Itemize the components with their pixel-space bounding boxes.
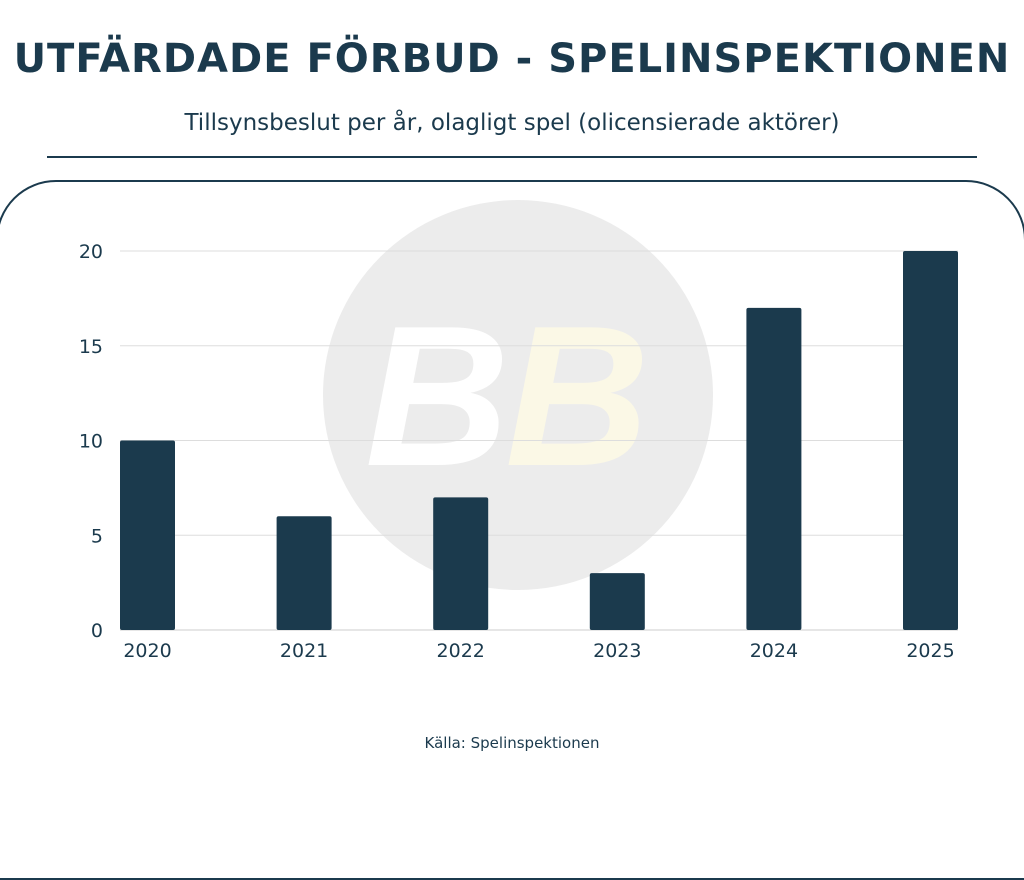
watermark-circle <box>323 200 713 590</box>
bar-2024 <box>746 307 802 630</box>
watermark-letter-b2: B <box>505 285 649 508</box>
y-tick-label: 20 <box>79 241 103 263</box>
x-tick-label: 2022 <box>437 640 485 662</box>
y-tick-label: 10 <box>79 431 103 453</box>
bar-2025 <box>903 251 958 630</box>
title-divider <box>47 156 977 158</box>
watermark: B B <box>323 200 713 590</box>
bar-2023 <box>589 573 645 630</box>
watermark-letter-b1: B <box>365 285 509 508</box>
bar-2021 <box>276 516 332 630</box>
chart-subtitle: Tillsynsbeslut per år, olagligt spel (ol… <box>184 110 840 136</box>
y-tick-label: 0 <box>91 620 103 642</box>
x-tick-label: 2024 <box>750 640 798 662</box>
x-tick-label: 2023 <box>593 640 641 662</box>
bar-2020 <box>120 440 175 630</box>
chart-title: UTFÄRDADE FÖRBUD - SPELINSPEKTIONEN <box>13 36 1011 82</box>
x-tick-label: 2025 <box>906 640 954 662</box>
y-tick-label: 15 <box>79 336 103 358</box>
x-tick-label: 2020 <box>123 640 171 662</box>
source-note: Källa: Spelinspektionen <box>424 734 600 752</box>
x-tick-label: 2021 <box>280 640 328 662</box>
y-tick-label: 5 <box>91 525 103 547</box>
bar-2022 <box>433 497 489 630</box>
